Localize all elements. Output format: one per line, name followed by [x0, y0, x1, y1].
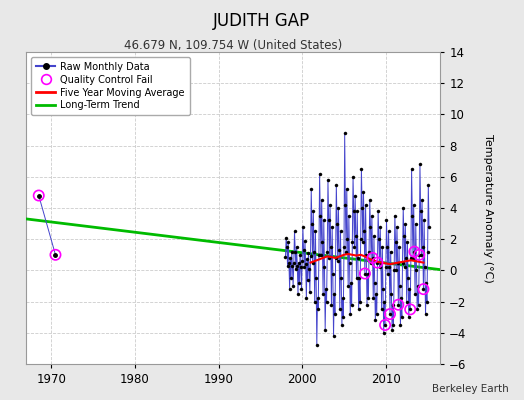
Point [361, 270, 369, 277]
Point [368, 255, 377, 261]
Point [415, 252, 423, 258]
Point [406, 306, 414, 313]
Point [35, 192, 43, 199]
Text: JUDITH GAP: JUDITH GAP [213, 12, 311, 30]
Legend: Raw Monthly Data, Quality Control Fail, Five Year Moving Average, Long-Term Tren: Raw Monthly Data, Quality Control Fail, … [31, 57, 190, 115]
Point [373, 259, 381, 266]
Point [394, 302, 402, 308]
Point [381, 322, 389, 328]
Title: 46.679 N, 109.754 W (United States): 46.679 N, 109.754 W (United States) [124, 39, 342, 52]
Text: Berkeley Earth: Berkeley Earth [432, 384, 508, 394]
Y-axis label: Temperature Anomaly (°C): Temperature Anomaly (°C) [483, 134, 493, 282]
Point [386, 311, 394, 317]
Point [410, 248, 419, 255]
Point [419, 286, 428, 292]
Point [51, 252, 60, 258]
